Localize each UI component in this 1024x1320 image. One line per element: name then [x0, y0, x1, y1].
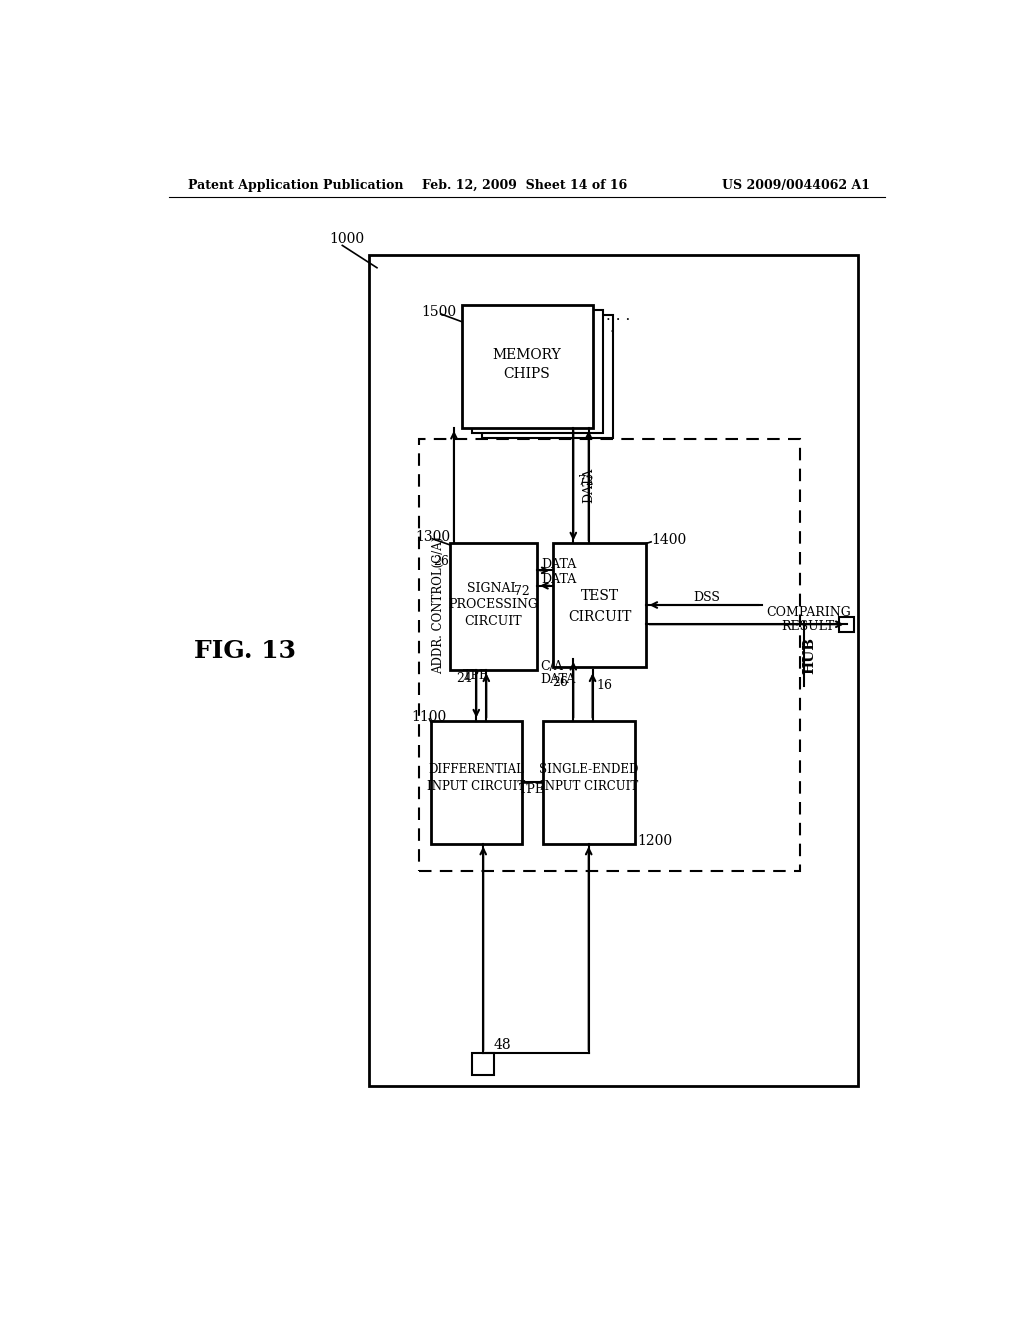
Text: TPE: TPE — [519, 783, 545, 796]
Text: Feb. 12, 2009  Sheet 14 of 16: Feb. 12, 2009 Sheet 14 of 16 — [422, 178, 628, 191]
Text: SINGLE-ENDED: SINGLE-ENDED — [539, 763, 638, 776]
Text: MEMORY: MEMORY — [493, 347, 561, 362]
Text: CIRCUIT: CIRCUIT — [465, 615, 522, 628]
Text: RESULT: RESULT — [781, 620, 835, 634]
Bar — [462, 305, 593, 428]
Bar — [370, 255, 858, 1086]
Text: 1300: 1300 — [416, 531, 451, 544]
Bar — [481, 314, 612, 438]
Text: DATA: DATA — [541, 673, 575, 686]
Text: 24: 24 — [456, 672, 472, 685]
Text: C/A: C/A — [541, 660, 563, 673]
Text: US 2009/0044062 A1: US 2009/0044062 A1 — [722, 178, 869, 191]
Text: Patent Application Publication: Patent Application Publication — [188, 178, 403, 191]
Text: 1000: 1000 — [330, 232, 365, 247]
Bar — [431, 721, 521, 843]
Bar — [553, 544, 646, 667]
Text: CHIPS: CHIPS — [504, 367, 551, 381]
Text: 72: 72 — [514, 585, 530, 598]
Text: TPE: TPE — [463, 669, 489, 682]
Text: ADDR. CONTROL(C/A): ADDR. CONTROL(C/A) — [432, 536, 445, 673]
Text: DATA: DATA — [583, 469, 596, 503]
Bar — [472, 1053, 494, 1074]
Text: DATA: DATA — [542, 573, 577, 586]
Text: DATA: DATA — [542, 557, 577, 570]
Bar — [472, 310, 602, 433]
Text: 26: 26 — [433, 554, 449, 568]
Text: 1500: 1500 — [422, 305, 457, 319]
Text: TEST: TEST — [581, 589, 618, 603]
Text: ·: · — [609, 325, 614, 339]
Text: DSS: DSS — [693, 591, 720, 603]
Text: 72: 72 — [578, 475, 594, 488]
Text: DIFFERENTIAL: DIFFERENTIAL — [428, 763, 524, 776]
Text: FIG. 13: FIG. 13 — [194, 639, 296, 663]
Text: PROCESSING: PROCESSING — [449, 598, 539, 611]
Text: INPUT CIRCUIT: INPUT CIRCUIT — [427, 780, 525, 793]
Text: 1400: 1400 — [651, 532, 686, 546]
Text: SIGNAL: SIGNAL — [467, 582, 519, 594]
Text: 1100: 1100 — [412, 710, 446, 725]
Text: · · ·: · · · — [606, 313, 631, 327]
Bar — [839, 616, 854, 632]
Bar — [543, 721, 635, 843]
Text: 1200: 1200 — [637, 834, 673, 849]
Text: 48: 48 — [494, 1039, 511, 1052]
Text: COMPARING: COMPARING — [766, 606, 851, 619]
Text: 26: 26 — [552, 676, 568, 689]
Text: HUB: HUB — [803, 636, 817, 673]
Text: INPUT CIRCUIT: INPUT CIRCUIT — [540, 780, 638, 793]
Text: CIRCUIT: CIRCUIT — [567, 610, 631, 623]
Text: 16: 16 — [596, 680, 612, 693]
Bar — [419, 440, 801, 871]
Bar — [451, 544, 538, 671]
